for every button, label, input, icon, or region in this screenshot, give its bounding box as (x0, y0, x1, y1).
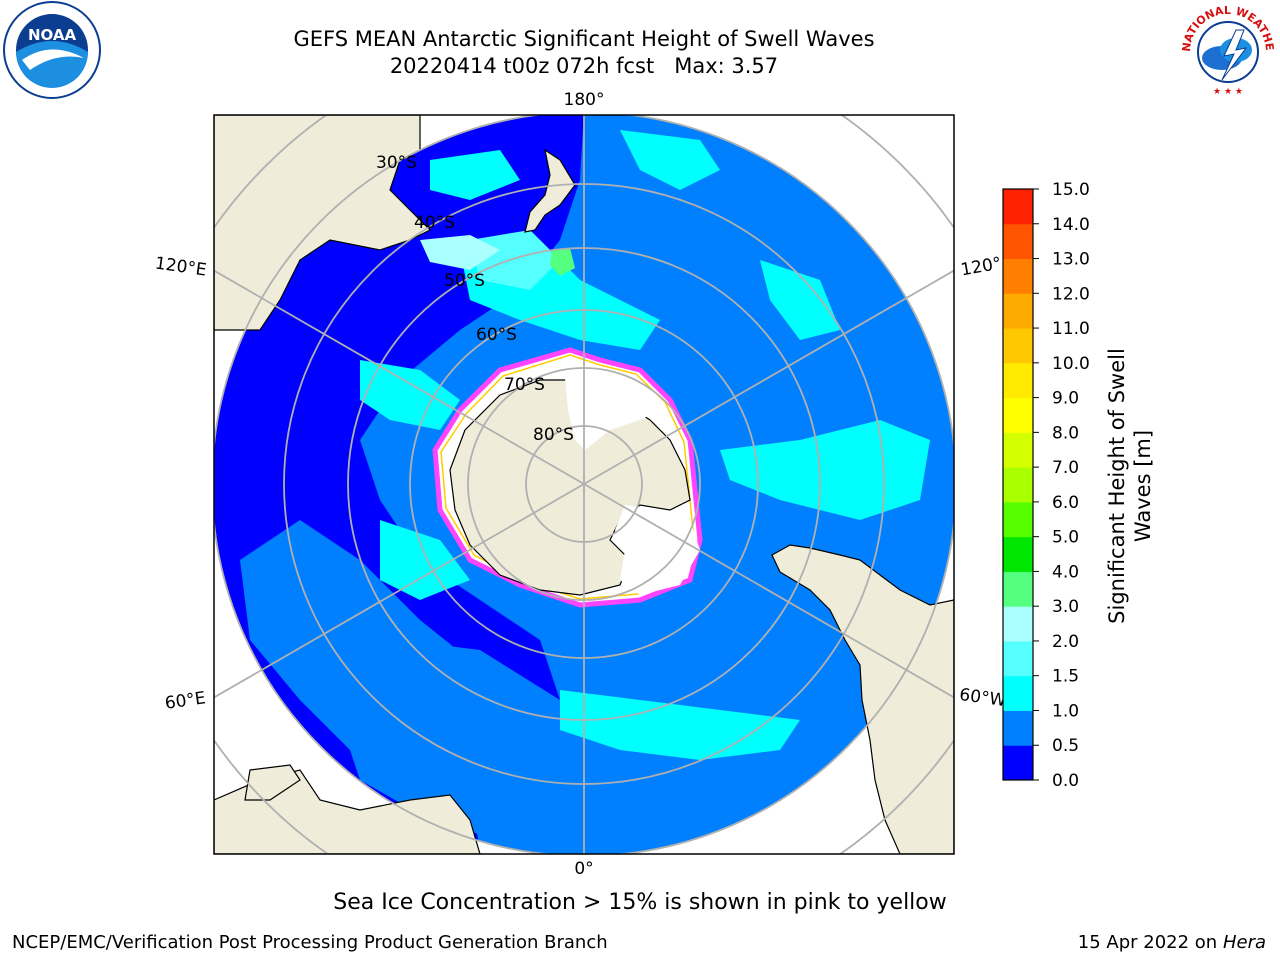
colorbar-tick-label: 14.0 (1052, 215, 1090, 235)
swell-band-2-0 (420, 235, 500, 270)
colorbar-tick-label: 3.0 (1052, 597, 1079, 617)
footer-date-text: 15 Apr 2022 on (1077, 932, 1223, 953)
colorbar-tick-label: 11.0 (1052, 319, 1090, 339)
title-line-1: GEFS MEAN Antarctic Significant Height o… (293, 27, 875, 51)
colorbar-label: Significant Height of Swell Waves [m] (1104, 326, 1156, 646)
sea-ice-caption: Sea Ice Concentration > 15% is shown in … (333, 890, 947, 915)
lat-label-70s: 70°S (504, 375, 545, 395)
weddell-ice-shelf (615, 505, 700, 595)
colorbar-band (1003, 432, 1033, 468)
colorbar-band (1003, 710, 1033, 746)
swell-band-1-0-d (380, 520, 470, 600)
colorbar-tick-label: 1.0 (1052, 701, 1079, 721)
footer-host: Hera (1222, 932, 1266, 953)
ross-ice-shelf (565, 375, 660, 450)
chart-title: GEFS MEAN Antarctic Significant Height o… (184, 26, 984, 80)
colorbar-band (1003, 536, 1033, 572)
colorbar-band (1003, 571, 1033, 607)
colorbar-tick-label: 10.0 (1052, 354, 1090, 374)
colorbar-frame (1002, 188, 1034, 781)
colorbar-tick-label: 15.0 (1052, 180, 1090, 200)
colorbar-band (1003, 745, 1033, 781)
colorbar-tick-label: 7.0 (1052, 458, 1079, 478)
graticule (214, 115, 954, 854)
colorbar-band (1003, 640, 1033, 677)
swell-band-1-5 (470, 230, 560, 290)
swell-band-3-0 (550, 248, 575, 276)
swell-band-1-0-e (560, 690, 800, 760)
colorbar-band (1003, 606, 1033, 642)
colorbar-band (1003, 328, 1033, 364)
noaa-logo-text: NOAA (28, 26, 77, 44)
lon-label-60w: 60°W (958, 685, 1007, 711)
map-frame (213, 114, 955, 855)
colorbar-tick-label: 1.5 (1052, 667, 1079, 687)
national-weather-service-logo-icon: NATIONAL WEATHER SERVICE ★ ★ ★ (1176, 0, 1276, 98)
colorbar-label-line-1: Significant Height of Swell (1105, 348, 1129, 624)
colorbar-tick-label: 6.0 (1052, 493, 1079, 513)
colorbar-label-line-2: Waves [m] (1131, 429, 1155, 543)
lon-label-0: 0° (574, 859, 593, 879)
svg-text:★ ★ ★: ★ ★ ★ (1213, 87, 1243, 97)
swell-band-0-5-south (320, 640, 700, 840)
land-south-america (771, 544, 954, 854)
swell-band-1-0-b (360, 360, 460, 430)
lat-label-40s: 40°S (414, 213, 455, 233)
colorbar-band (1003, 501, 1033, 538)
lon-label-60e: 60°E (164, 688, 207, 713)
lon-label-180: 180° (564, 90, 605, 110)
land-madagascar (244, 764, 301, 801)
colorbar-tick-label: 13.0 (1052, 250, 1090, 270)
colorbar-band (1003, 293, 1033, 329)
land-new-zealand (524, 148, 576, 233)
colorbar-tick-label: 4.0 (1052, 562, 1079, 582)
colorbar-band (1003, 189, 1033, 225)
title-line-2: 20220414 t00z 072h fcst Max: 3.57 (389, 54, 779, 78)
colorbar-band (1003, 258, 1033, 294)
swell-band-1-0-f (620, 130, 720, 190)
lon-label-120w: 120° (959, 254, 1003, 281)
colorbar-band (1003, 675, 1033, 711)
lat-label-50s: 50°S (444, 271, 485, 291)
colorbar-band (1003, 223, 1033, 260)
colorbar-band (1003, 362, 1033, 399)
colorbar-tick-label: 5.0 (1052, 528, 1079, 548)
lon-label-120e: 120°E (154, 254, 208, 281)
colorbar-tick-label: 0.0 (1052, 771, 1079, 791)
noaa-logo-icon: NOAA (3, 1, 101, 99)
colorbar-band (1003, 467, 1033, 503)
colorbar-tick-label: 0.5 (1052, 736, 1079, 756)
footer-date: 15 Apr 2022 on Hera (1078, 932, 1266, 953)
colorbar-tick-label: 8.0 (1052, 423, 1079, 443)
footer-credit: NCEP/EMC/Verification Post Processing Pr… (12, 932, 608, 953)
colorbar-tick-label: 2.0 (1052, 632, 1079, 652)
colorbar-band (1003, 397, 1033, 433)
swell-band-1-0-h (430, 150, 520, 200)
colorbar-tick-label: 9.0 (1052, 389, 1079, 409)
colorbar-tick-label: 12.0 (1052, 284, 1090, 304)
lat-label-80s: 80°S (533, 425, 574, 445)
lat-label-30s: 30°S (376, 153, 417, 173)
swell-band-1-0-g (760, 260, 840, 340)
swell-band-1-0-c (720, 420, 930, 520)
colorbar: 0.0 0.5 1.0 1.5 2.0 3.0 4.0 5.0 6.0 7.0 8.0 9.0 10.0… (1002, 180, 1090, 791)
lat-label-60s: 60°S (476, 325, 517, 345)
